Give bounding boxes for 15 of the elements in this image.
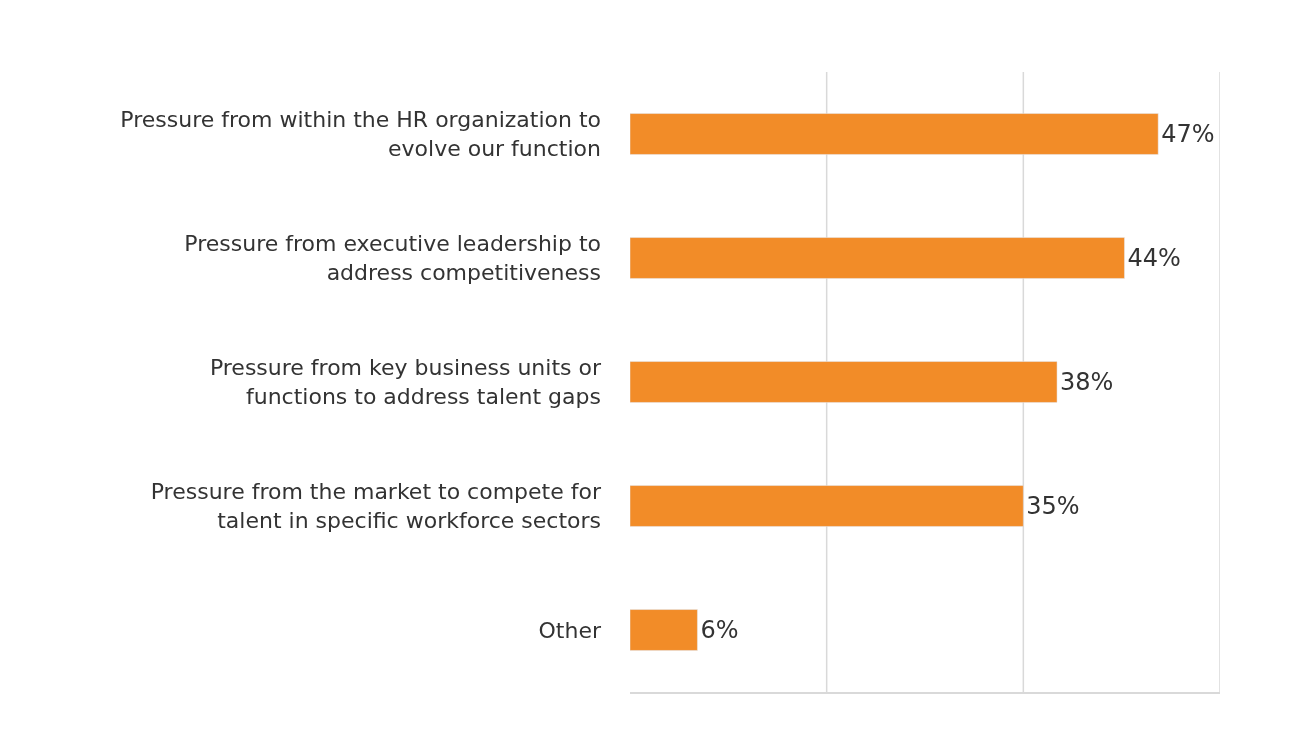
y-tick-label: Pressure from executive leadership to address competitiveness: [184, 231, 601, 285]
bar: [630, 237, 1125, 279]
data-label: 6%: [700, 616, 739, 644]
data-label: 44%: [1127, 244, 1181, 272]
y-tick-label: Other: [538, 617, 602, 643]
y-tick-label: Pressure from the market to compete for talent in specific workforce sectors: [150, 479, 602, 533]
data-label: 35%: [1026, 492, 1080, 520]
bar: [630, 113, 1159, 155]
bar: [630, 609, 698, 651]
bar: [630, 485, 1024, 527]
y-tick-label: Pressure from key business units or functions to address talent gaps: [209, 355, 602, 409]
bar: [630, 361, 1058, 403]
data-label: 47%: [1161, 120, 1215, 148]
data-label: 38%: [1060, 368, 1114, 396]
y-tick-label: Pressure from within the HR organization to evolve our function: [120, 107, 601, 161]
